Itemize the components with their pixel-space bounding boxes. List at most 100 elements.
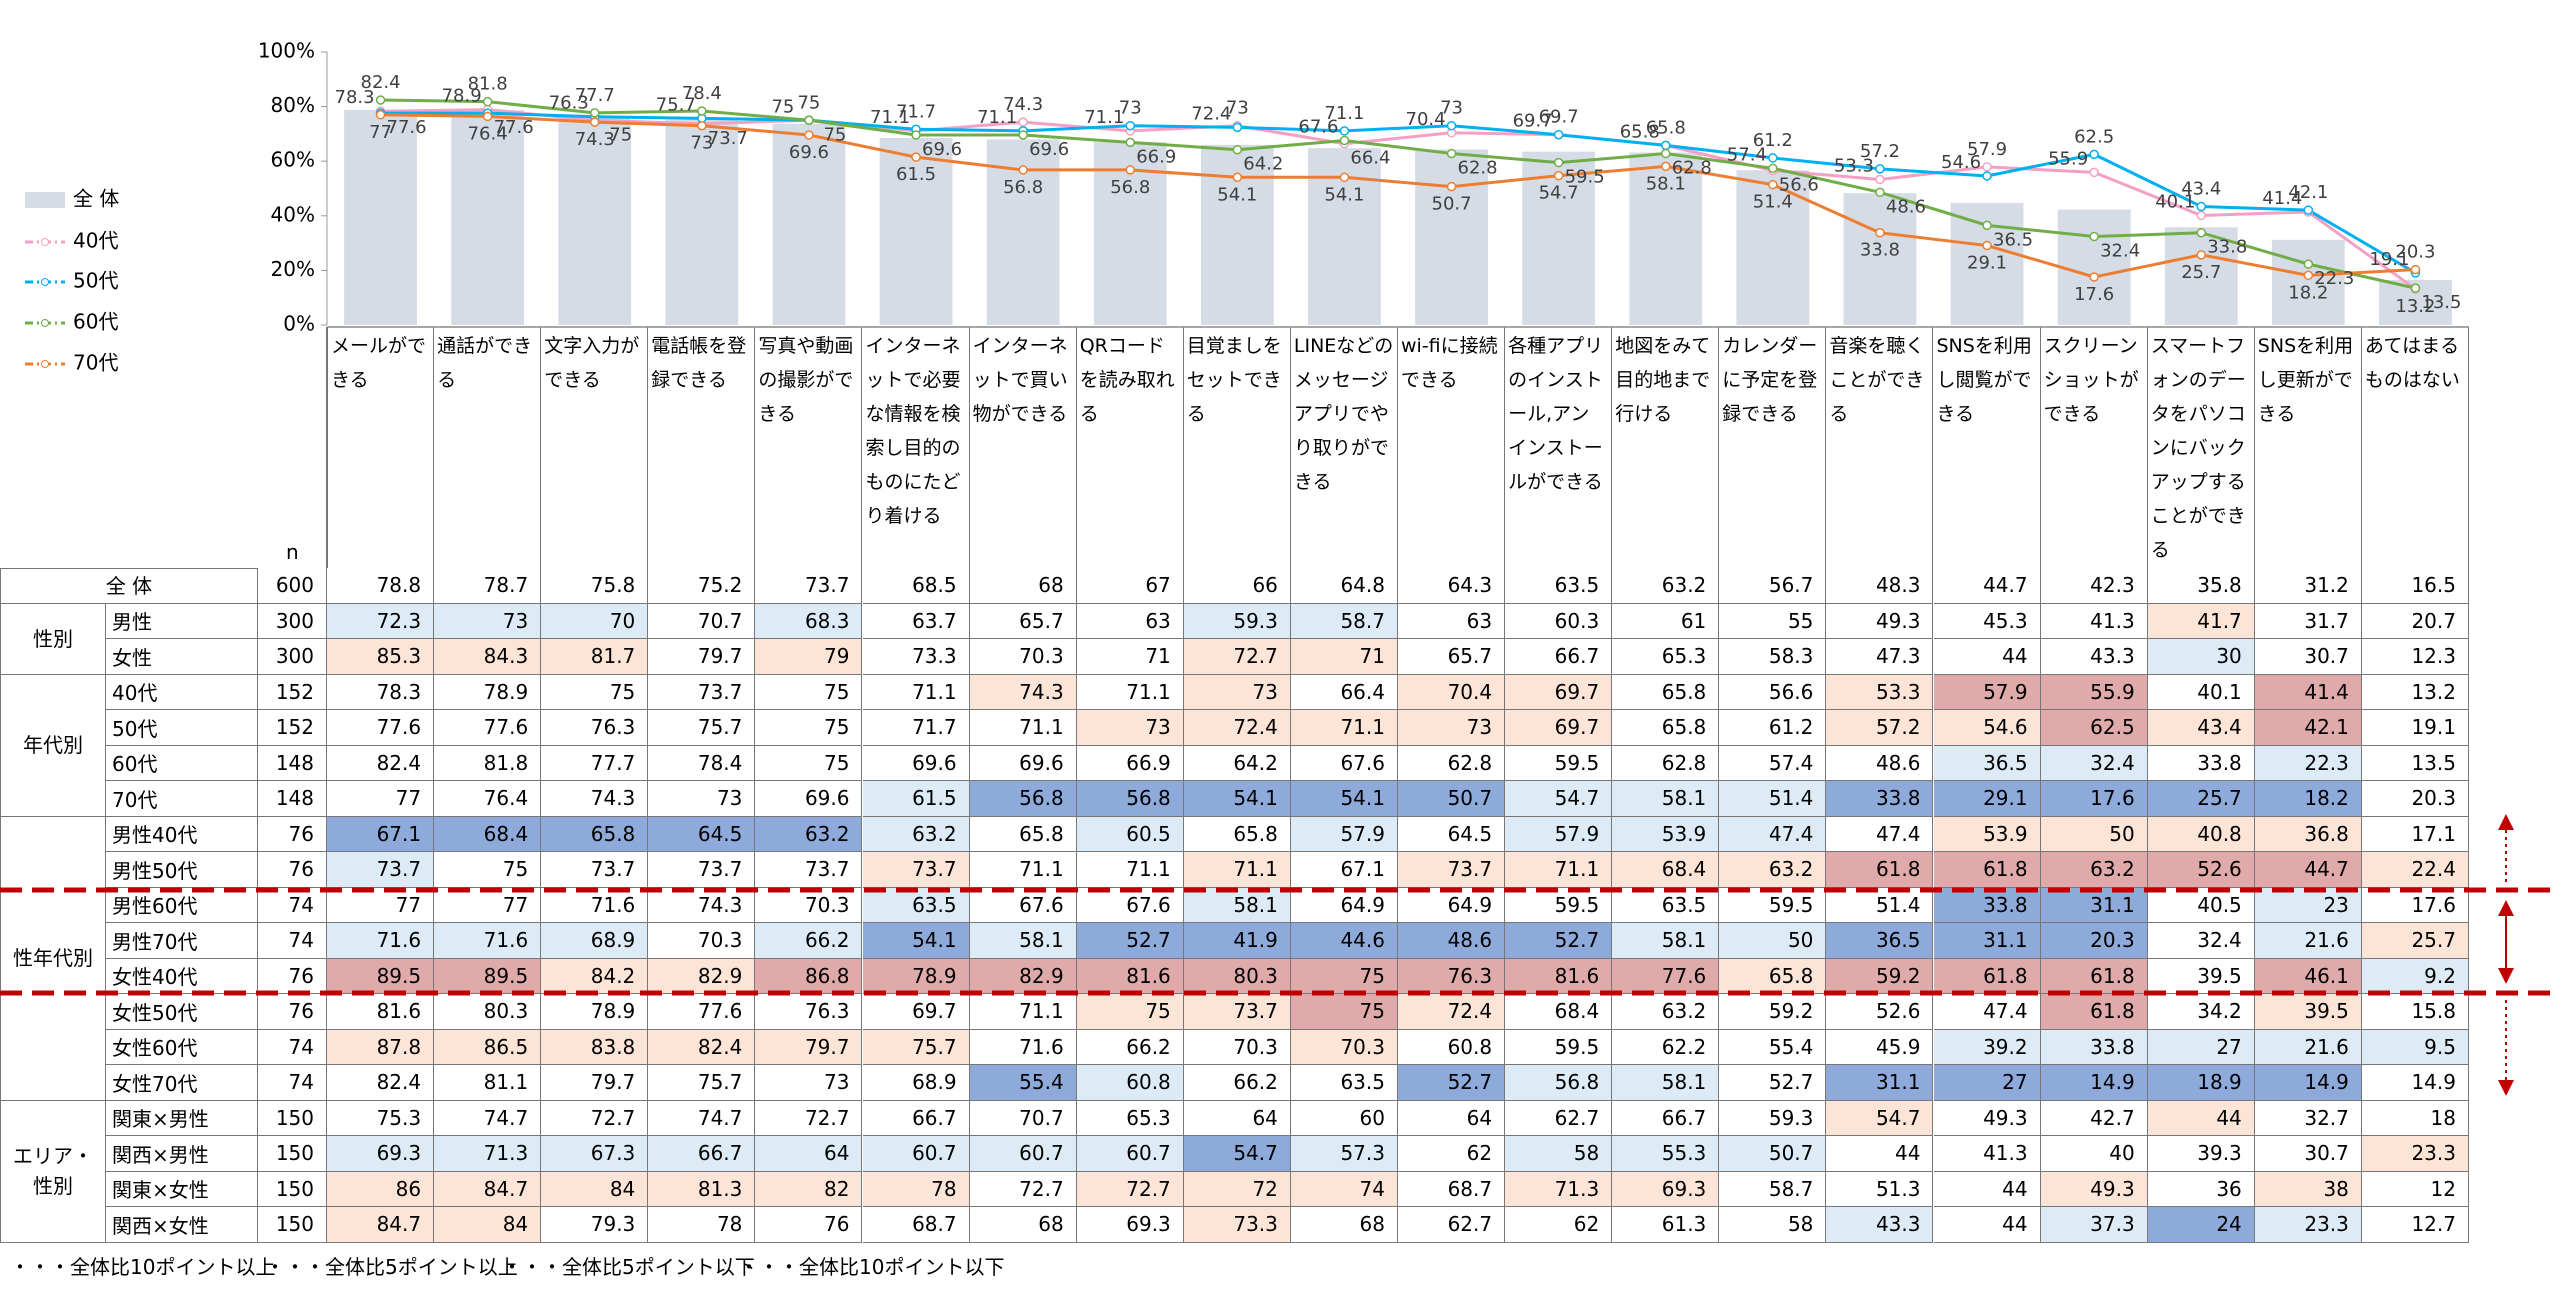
data-label: 78.9 bbox=[442, 86, 482, 107]
value-cell: 68.3 bbox=[755, 603, 863, 639]
data-label: 33.8 bbox=[1860, 240, 1900, 261]
line bbox=[380, 98, 2416, 290]
value-cell: 62.2 bbox=[1612, 1029, 1720, 1065]
point bbox=[2410, 284, 2421, 294]
y-tick-label: 60% bbox=[271, 148, 315, 172]
data-label: 48.6 bbox=[1886, 196, 1926, 217]
point bbox=[1125, 126, 1135, 136]
value-cell: 63.5 bbox=[1505, 568, 1613, 604]
value-cell: 25.7 bbox=[2147, 781, 2255, 817]
value-cell: 20.7 bbox=[2361, 603, 2469, 639]
value-cell: 34.2 bbox=[2147, 994, 2255, 1030]
value-cell: 36.5 bbox=[1933, 745, 2041, 781]
n-cell: 148 bbox=[258, 781, 327, 817]
bar bbox=[1308, 148, 1381, 325]
value-cell: 47.4 bbox=[1826, 816, 1934, 852]
point bbox=[1982, 220, 1992, 231]
value-cell: 71.3 bbox=[1505, 1171, 1613, 1207]
value-cell: 73 bbox=[648, 781, 756, 817]
value-cell: 60.7 bbox=[862, 1136, 970, 1172]
value-cell: 66.7 bbox=[648, 1136, 756, 1172]
point bbox=[911, 126, 921, 136]
point bbox=[911, 130, 921, 140]
value-cell: 75 bbox=[541, 674, 649, 710]
value-cell: 54.1 bbox=[1183, 781, 1291, 817]
point bbox=[1768, 153, 1778, 163]
value-cell: 32.7 bbox=[2254, 1100, 2362, 1136]
n-cell: 150 bbox=[258, 1171, 327, 1207]
row-label: 男性70代 bbox=[106, 923, 258, 959]
value-cell: 44 bbox=[1933, 639, 2041, 675]
data-label: 58.1 bbox=[1646, 173, 1686, 194]
value-cell: 72.4 bbox=[1398, 994, 1506, 1030]
value-cell: 71.3 bbox=[434, 1136, 542, 1172]
value-cell: 66.7 bbox=[1612, 1100, 1720, 1136]
data-label: 78.3 bbox=[335, 87, 375, 108]
value-cell: 18.9 bbox=[2147, 1065, 2255, 1101]
legend-label: ・・・全体比10ポイント以下 bbox=[739, 1254, 1005, 1279]
value-cell: 84 bbox=[434, 1207, 542, 1243]
value-cell: 69.6 bbox=[755, 781, 863, 817]
value-cell: 65.8 bbox=[541, 816, 649, 852]
value-cell: 74 bbox=[1290, 1171, 1398, 1207]
point bbox=[2303, 207, 2314, 217]
row-label: 男性60代 bbox=[106, 887, 258, 923]
point bbox=[1982, 240, 1992, 251]
value-cell: 73.7 bbox=[541, 852, 649, 888]
group-label: 性別 bbox=[0, 603, 106, 675]
value-cell: 78.8 bbox=[327, 568, 435, 604]
value-cell: 62 bbox=[1505, 1207, 1613, 1243]
value-cell: 9.5 bbox=[2361, 1029, 2469, 1065]
point bbox=[1768, 163, 1778, 174]
value-cell: 75.7 bbox=[862, 1029, 970, 1065]
value-cell: 30.7 bbox=[2254, 639, 2362, 675]
n-cell: 300 bbox=[258, 603, 327, 639]
point bbox=[911, 152, 921, 162]
value-cell: 37.3 bbox=[2040, 1207, 2148, 1243]
data-label: 73 bbox=[1440, 98, 1463, 119]
value-cell: 66.2 bbox=[755, 923, 863, 959]
value-cell: 48.6 bbox=[1398, 923, 1506, 959]
value-cell: 68.5 bbox=[862, 568, 970, 604]
data-label: 70.4 bbox=[1406, 109, 1446, 130]
row-label: 全 体 bbox=[0, 568, 258, 604]
value-cell: 22.4 bbox=[2361, 852, 2469, 888]
value-cell: 57.9 bbox=[1505, 816, 1613, 852]
data-label: 62.8 bbox=[1672, 158, 1712, 179]
value-cell: 64 bbox=[1398, 1100, 1506, 1136]
value-cell: 41.4 bbox=[2254, 674, 2362, 710]
data-label: 43.4 bbox=[2181, 179, 2221, 200]
value-cell: 61.5 bbox=[862, 781, 970, 817]
value-cell: 69.7 bbox=[1505, 710, 1613, 746]
point bbox=[1125, 137, 1135, 148]
point bbox=[804, 130, 814, 140]
point bbox=[1982, 162, 1992, 172]
value-cell: 61 bbox=[1612, 603, 1720, 639]
value-cell: 76 bbox=[755, 1207, 863, 1243]
n-cell: 76 bbox=[258, 816, 327, 852]
data-label: 57.2 bbox=[1860, 141, 1900, 162]
value-cell: 81.6 bbox=[1076, 958, 1184, 994]
data-label: 67.6 bbox=[1298, 116, 1338, 137]
value-cell: 44 bbox=[1826, 1136, 1934, 1172]
value-cell: 57.2 bbox=[1826, 710, 1934, 746]
value-cell: 65.8 bbox=[969, 816, 1077, 852]
point bbox=[1446, 181, 1457, 192]
group-label: 性年代別 bbox=[0, 816, 106, 1101]
point bbox=[1339, 126, 1350, 136]
value-cell: 63 bbox=[1398, 603, 1506, 639]
value-cell: 52.7 bbox=[1505, 923, 1613, 959]
value-cell: 65.8 bbox=[1612, 674, 1720, 710]
value-cell: 72.7 bbox=[755, 1100, 863, 1136]
value-cell: 64.5 bbox=[648, 816, 756, 852]
value-cell: 53.9 bbox=[1933, 816, 2041, 852]
value-cell: 63.7 bbox=[862, 603, 970, 639]
value-cell: 71.1 bbox=[1505, 852, 1613, 888]
column-header: インターネットで買い物ができる bbox=[970, 327, 1077, 568]
value-cell: 63.5 bbox=[1612, 887, 1720, 923]
value-cell: 71.6 bbox=[327, 923, 435, 959]
data-label: 54.6 bbox=[1941, 152, 1981, 173]
value-cell: 20.3 bbox=[2040, 923, 2148, 959]
data-label: 54.7 bbox=[1539, 183, 1579, 204]
